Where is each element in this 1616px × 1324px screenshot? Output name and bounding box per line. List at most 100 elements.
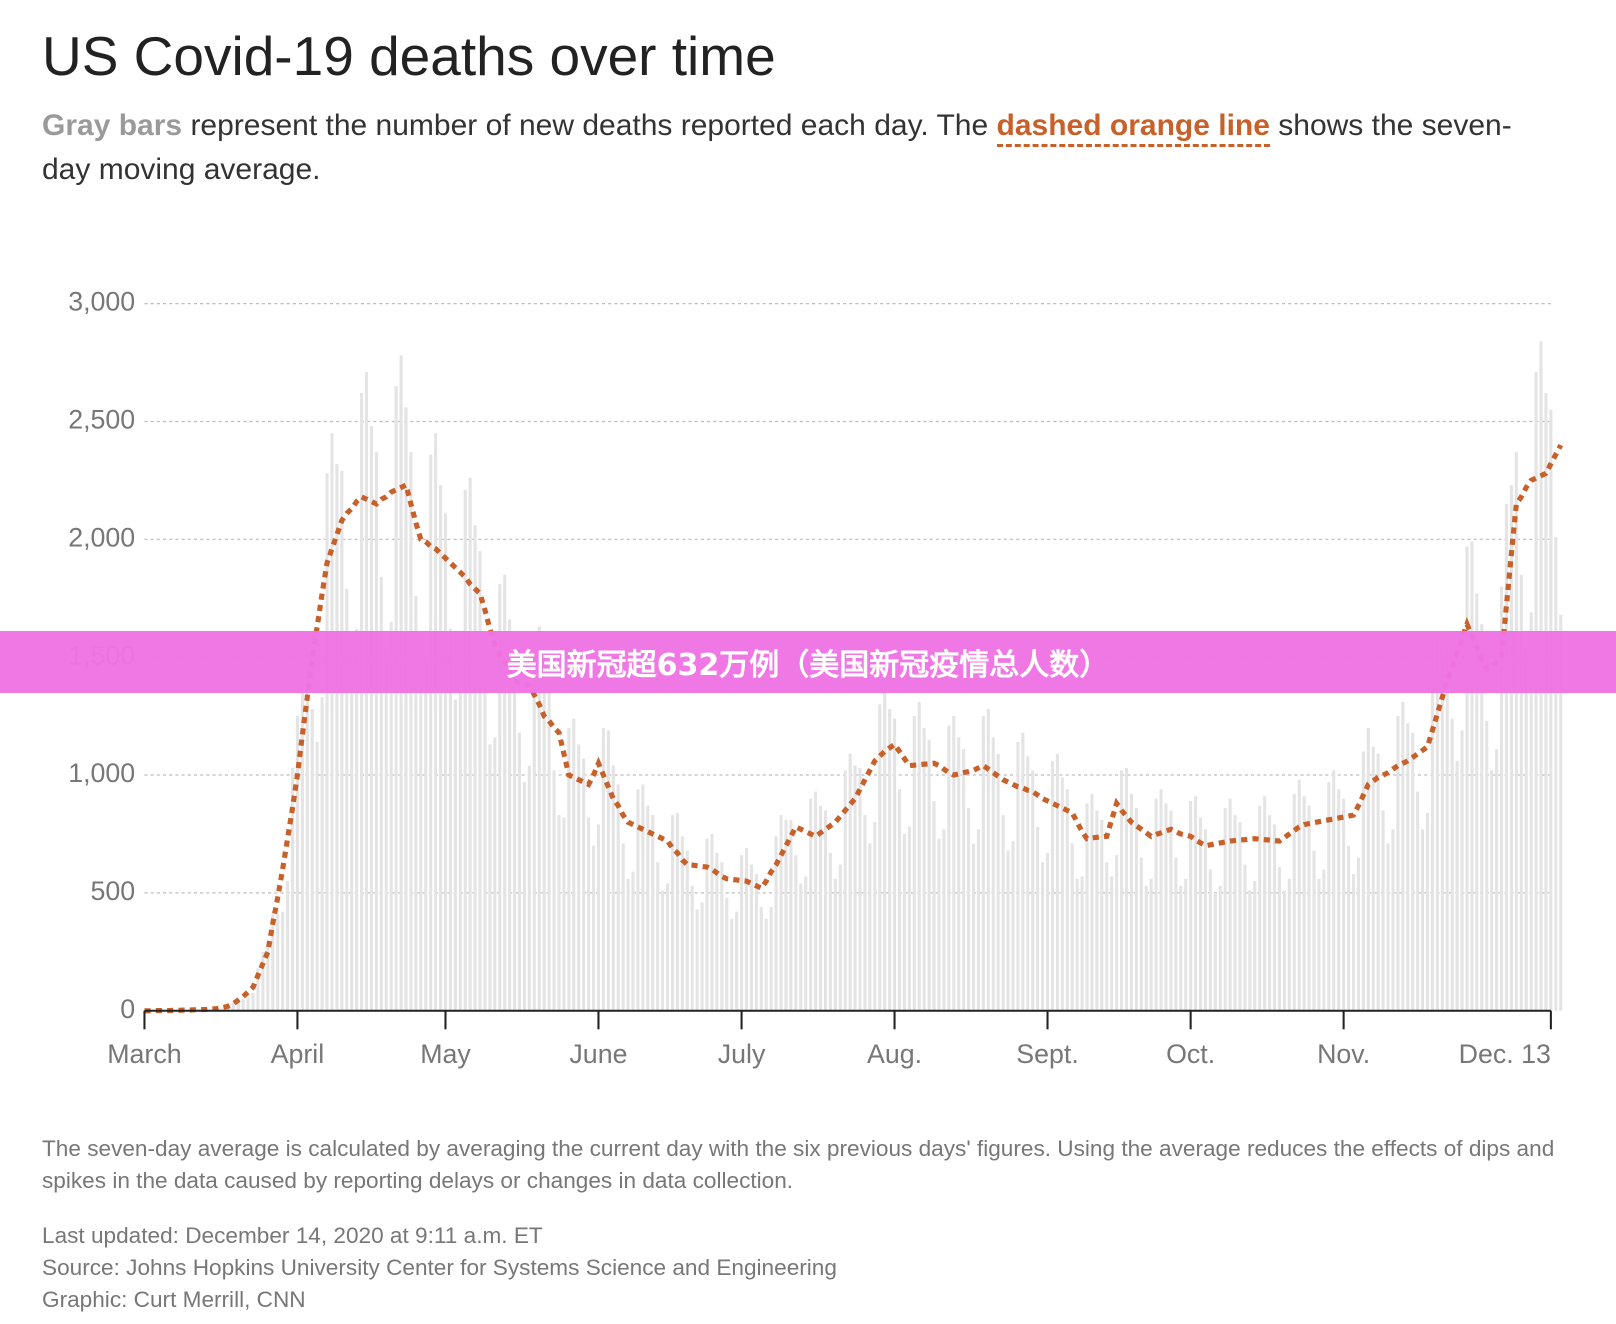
bar [927, 739, 931, 1011]
bar [542, 671, 546, 1011]
bar [429, 454, 433, 1011]
y-tick-label: 2,500 [68, 405, 135, 435]
bar [1559, 614, 1563, 1011]
bar [360, 393, 364, 1011]
bar [448, 628, 452, 1011]
bar [1120, 770, 1124, 1011]
bar [828, 852, 832, 1011]
bar [1524, 645, 1528, 1011]
footnote: The seven-day average is calculated by a… [42, 1136, 1555, 1193]
bar [601, 727, 605, 1011]
bar [434, 433, 438, 1011]
bar [1347, 845, 1351, 1011]
bar [1499, 586, 1504, 1011]
bar [374, 452, 378, 1011]
bar [286, 881, 290, 1011]
bar [537, 626, 541, 1011]
bar [1327, 782, 1331, 1011]
bar [873, 822, 877, 1011]
chart-title: US Covid-19 deaths over time [42, 25, 776, 87]
bar [295, 716, 299, 1011]
bar [1036, 826, 1040, 1011]
x-tick-label: Dec. 13 [1459, 1039, 1551, 1069]
bar [1184, 878, 1188, 1011]
bar [527, 765, 531, 1011]
bar [251, 993, 255, 1011]
bar [468, 478, 472, 1011]
bar [508, 619, 512, 1011]
x-tick-label: May [420, 1039, 471, 1069]
bar [1450, 718, 1454, 1011]
bar [1080, 876, 1084, 1011]
bar [1129, 793, 1133, 1011]
bar [473, 525, 477, 1011]
bar [572, 718, 576, 1011]
bar [1268, 815, 1272, 1011]
bar [804, 876, 808, 1011]
bar [818, 805, 823, 1011]
moving-average-line [144, 443, 1564, 1014]
bar [1386, 843, 1390, 1011]
bar [522, 782, 526, 1011]
bar [1243, 864, 1247, 1011]
bar [863, 815, 867, 1011]
bar [1401, 701, 1405, 1011]
bar [1460, 730, 1464, 1011]
bar [404, 407, 408, 1011]
bar [389, 621, 393, 1011]
bar [1006, 850, 1010, 1011]
source: Source: Johns Hopkins University Center … [42, 1255, 837, 1280]
x-tick-label: Oct. [1166, 1039, 1215, 1069]
bar [1465, 546, 1469, 1011]
bar [1238, 822, 1242, 1011]
bar [1317, 878, 1321, 1011]
y-tick-label: 0 [120, 994, 135, 1024]
bar [1406, 723, 1410, 1011]
bar [725, 897, 729, 1011]
bar [1297, 779, 1301, 1011]
bar [1085, 803, 1089, 1011]
bar [1485, 720, 1489, 1011]
bar [1233, 815, 1237, 1011]
bar [1203, 829, 1207, 1011]
bar [562, 817, 566, 1011]
bar [419, 680, 423, 1011]
bar [503, 574, 507, 1011]
bar [532, 631, 536, 1011]
bar [971, 843, 976, 1011]
bar [414, 595, 418, 1011]
bar [276, 914, 280, 1011]
bar [1282, 890, 1286, 1011]
bar [1549, 409, 1553, 1011]
bar [1544, 393, 1548, 1011]
bar [774, 836, 778, 1011]
bar [1554, 536, 1558, 1011]
bar [1110, 876, 1114, 1011]
bar [1179, 885, 1183, 1011]
bar [1149, 878, 1153, 1011]
bar [1011, 841, 1015, 1011]
bar [271, 914, 275, 1011]
bar [735, 911, 739, 1011]
bar [1041, 862, 1045, 1011]
bar [715, 852, 719, 1011]
bar [1223, 808, 1227, 1011]
bar [1115, 855, 1119, 1011]
bar [1060, 777, 1064, 1011]
bar [986, 709, 990, 1011]
bar [621, 843, 625, 1011]
subtitle: Gray bars represent the number of new de… [42, 104, 1532, 192]
bar [1396, 716, 1400, 1011]
bar [310, 709, 314, 1011]
bar [794, 855, 798, 1011]
y-tick-label: 500 [91, 876, 136, 906]
bar [848, 753, 852, 1011]
bar [577, 744, 581, 1011]
bar [1218, 885, 1222, 1011]
bar [513, 647, 517, 1011]
bar [878, 704, 882, 1011]
x-tick-label: July [718, 1039, 766, 1069]
y-tick-label: 2,000 [68, 522, 135, 552]
